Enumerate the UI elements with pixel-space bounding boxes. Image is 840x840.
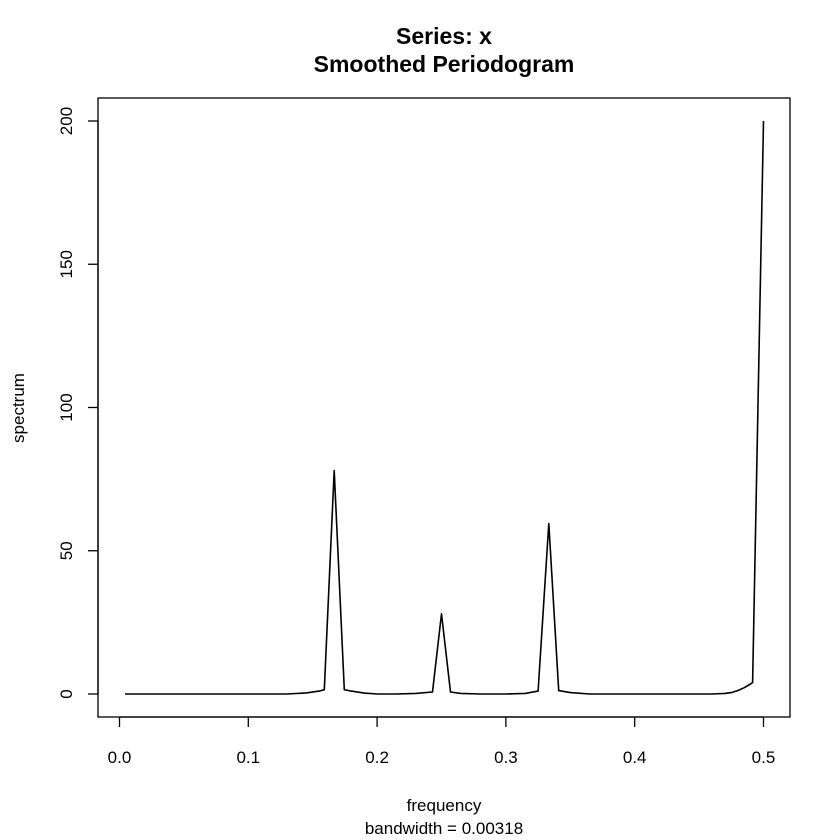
y-axis-label: spectrum [9,373,28,443]
y-tick-label: 100 [57,393,76,421]
x-axis-label: frequency [407,796,482,815]
x-axis: 0.0 0.1 0.2 0.3 0.4 0.5 [108,716,776,767]
spectrum-line [125,120,765,695]
y-tick-label: 50 [57,541,76,560]
plot-frame [97,97,791,718]
y-tick-label: 200 [57,107,76,135]
x-tick-label: 0.5 [752,748,776,767]
x-tick-label: 0.4 [623,748,647,767]
x-tick-label: 0.3 [494,748,518,767]
y-tick-label: 0 [57,689,76,698]
chart-title: Series: x [396,23,492,49]
x-tick-label: 0.1 [236,748,260,767]
chart-subtitle: Smoothed Periodogram [314,51,575,77]
x-tick-label: 0.0 [108,748,132,767]
x-axis-sublabel: bandwidth = 0.00318 [365,819,523,838]
x-tick-label: 0.2 [365,748,389,767]
series-layer [125,120,765,695]
y-axis: 0 50 100 150 200 [57,107,99,699]
y-tick-label: 150 [57,250,76,278]
